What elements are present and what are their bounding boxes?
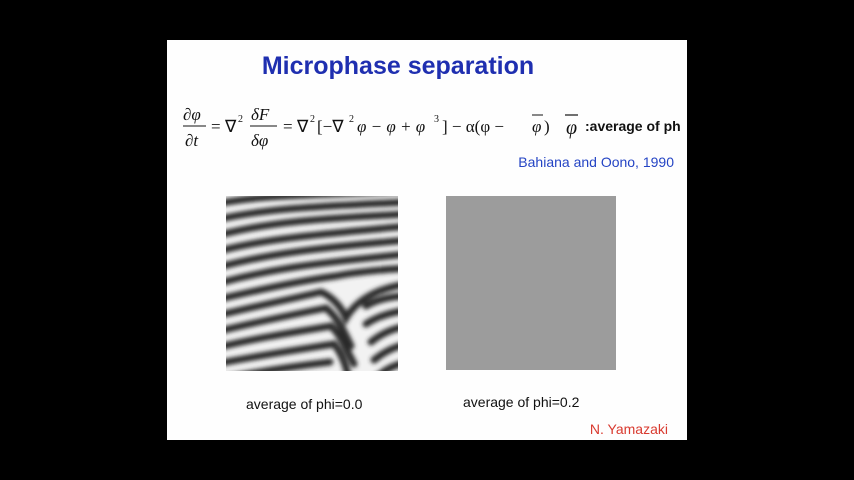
slide: Microphase separation ∂φ ∂t = ∇ 2 δF δφ … xyxy=(167,40,687,440)
eq-rhs-nabla: ∇ xyxy=(296,117,309,136)
eq-nabla-sq: 2 xyxy=(238,114,243,125)
eq-bracket-open: [−∇ xyxy=(317,117,344,136)
eq-bracket-mid: φ − φ + φ xyxy=(357,117,425,136)
eq-bracket-sq: 2 xyxy=(349,114,354,125)
author-credit: N. Yamazaki xyxy=(589,421,668,437)
eq-nabla: ∇ xyxy=(224,117,237,136)
right-caption: average of phi=0.2 xyxy=(463,394,580,410)
eq-equals-2: = xyxy=(283,117,293,136)
equation: ∂φ ∂t = ∇ 2 δF δφ = ∇ 2 [−∇ 2 φ − φ + φ … xyxy=(181,100,685,160)
phibar-symbol: φ xyxy=(566,117,577,139)
striped-pattern-image xyxy=(226,196,398,371)
eq-cube: 3 xyxy=(434,114,439,125)
eq-frac-numerator: δF xyxy=(251,105,270,124)
eq-phibar-inner: φ xyxy=(532,117,541,136)
eq-lhs-denominator: ∂t xyxy=(185,131,199,150)
eq-frac-denominator: δφ xyxy=(251,131,268,150)
equation-svg: ∂φ ∂t = ∇ 2 δF δφ = ∇ 2 [−∇ 2 φ − φ + φ … xyxy=(183,105,685,150)
eq-lhs-numerator: ∂φ xyxy=(183,105,201,124)
left-caption: average of phi=0.0 xyxy=(246,396,363,412)
eq-close-paren: ) xyxy=(544,117,550,136)
eq-bracket-close: ] − α(φ − xyxy=(442,117,504,136)
eq-equals-1: = xyxy=(211,117,221,136)
citation: Bahiana and Oono, 1990 xyxy=(518,154,674,170)
phibar-note: :average of phi xyxy=(585,118,681,134)
slide-title: Microphase separation xyxy=(261,52,535,80)
uniform-gray-image xyxy=(446,196,616,370)
eq-rhs-sq: 2 xyxy=(310,114,315,125)
